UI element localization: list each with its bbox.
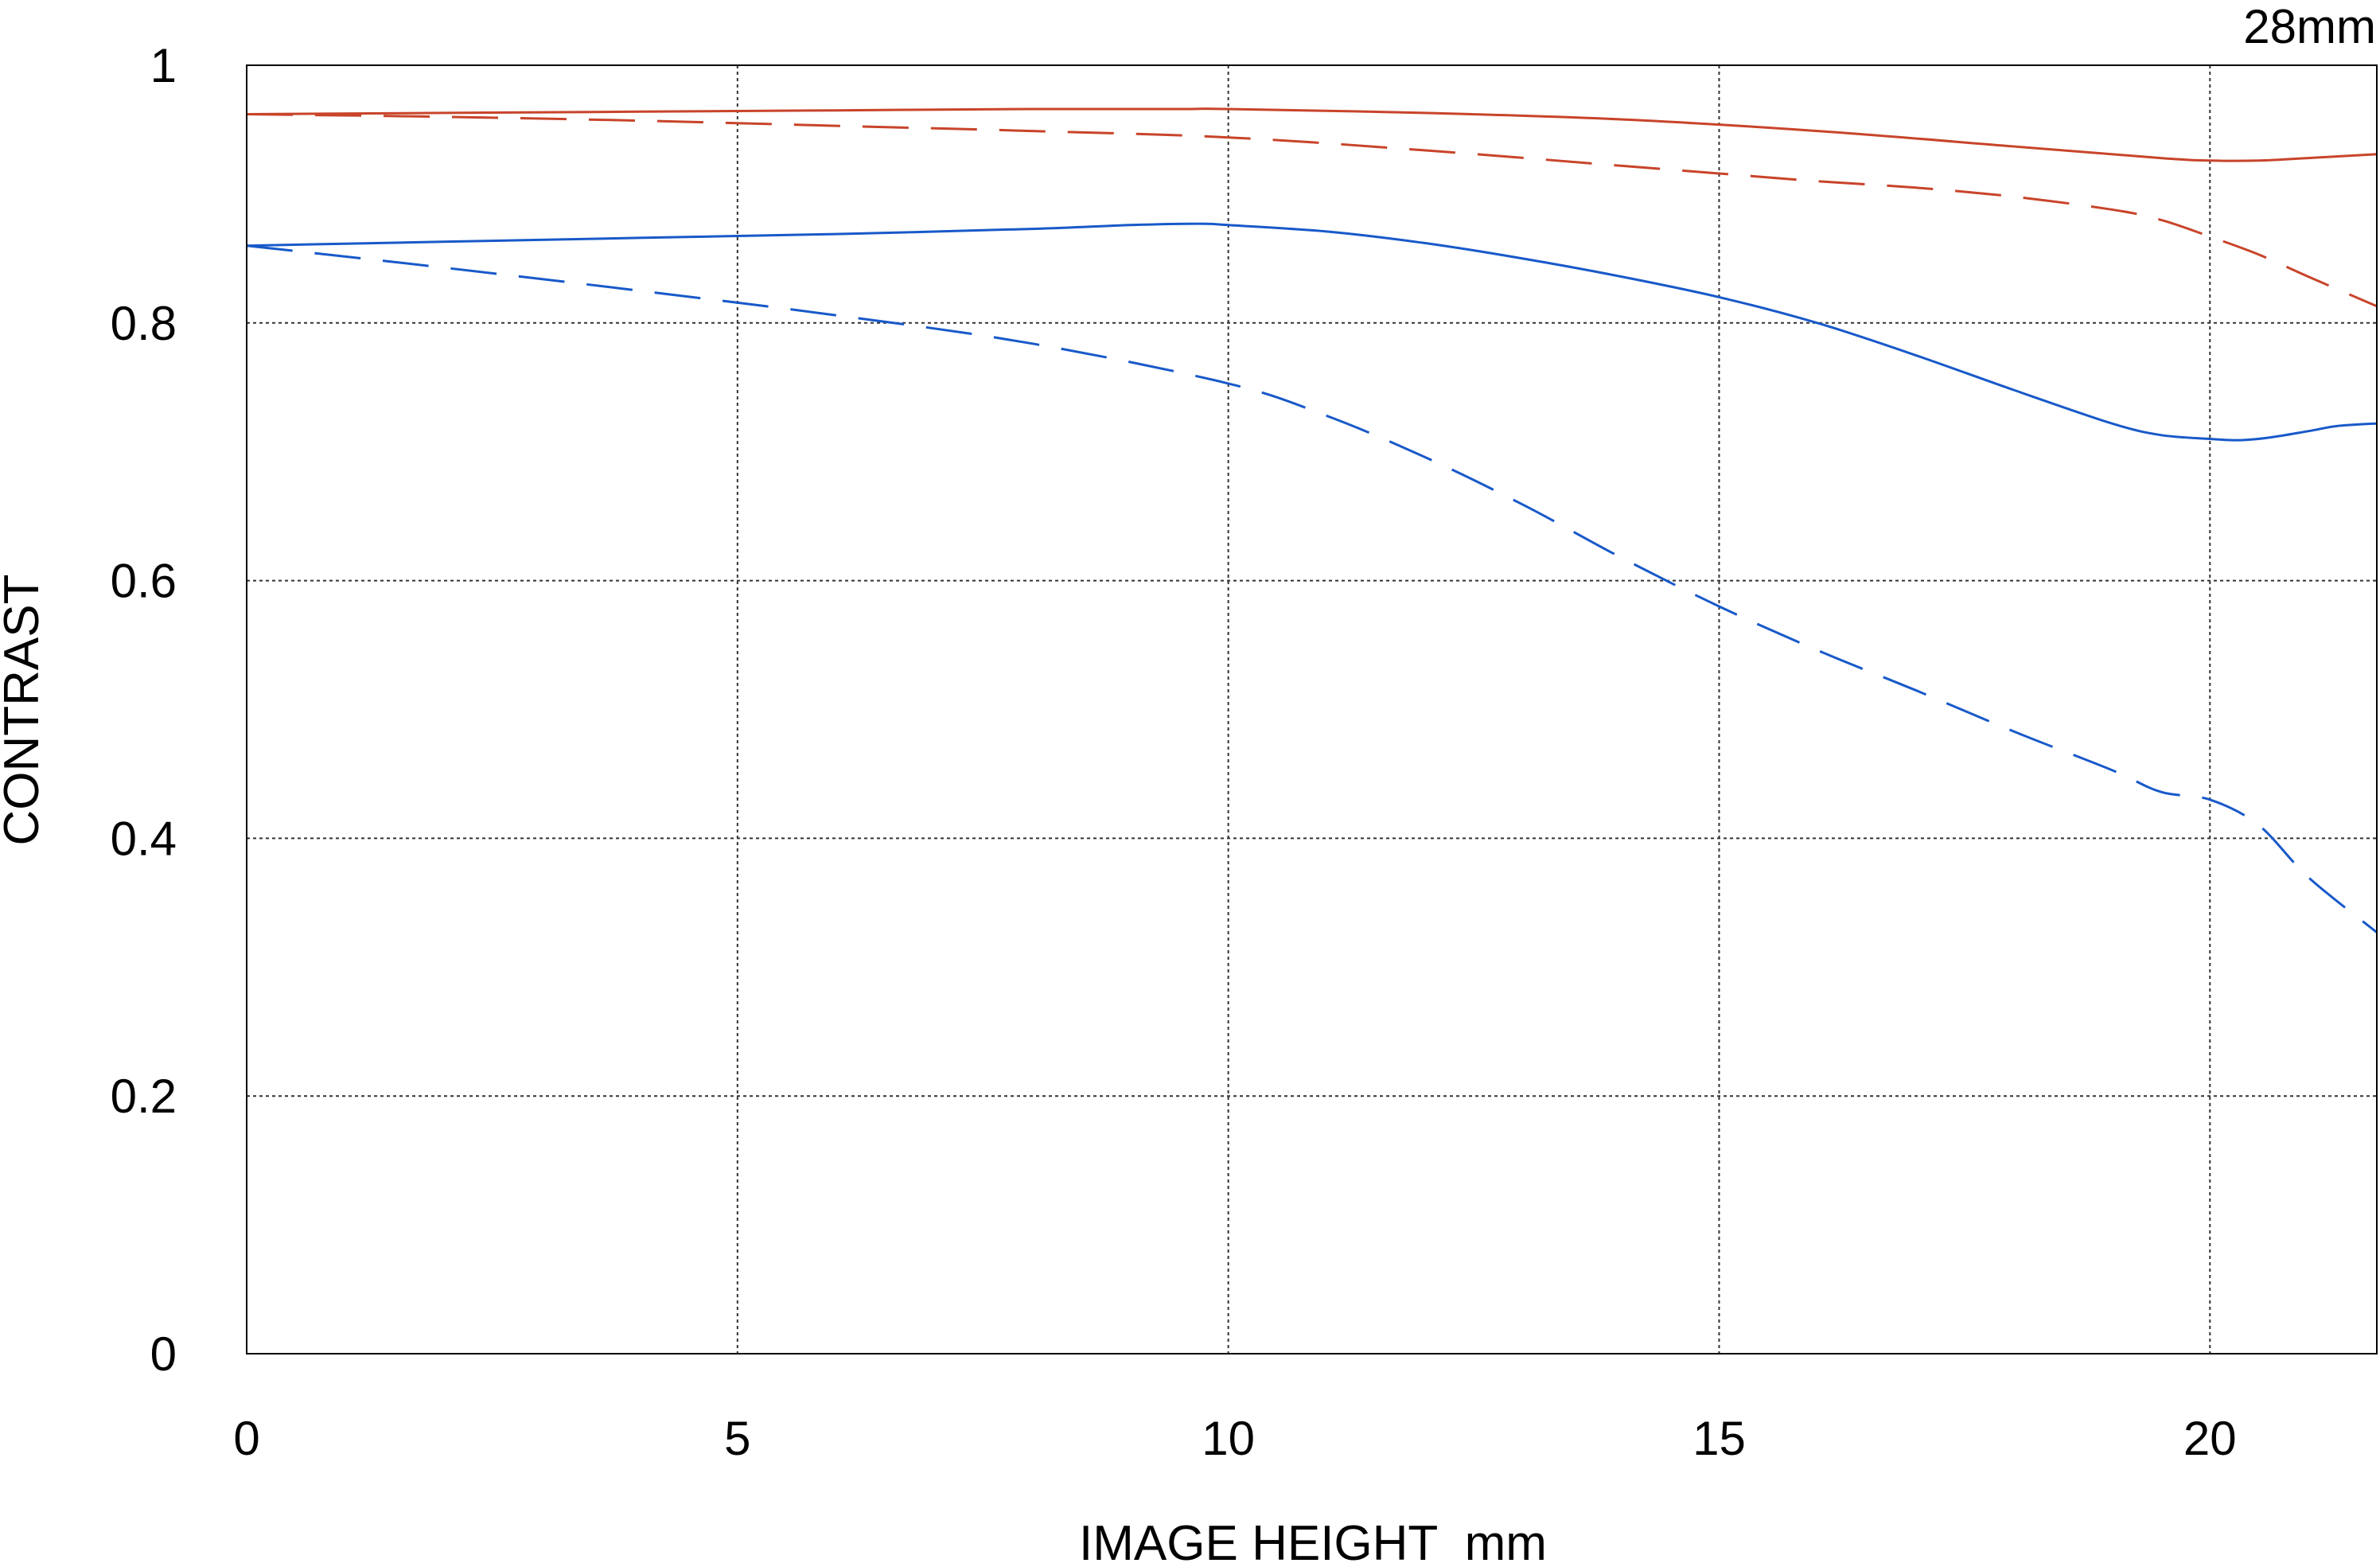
- plot-frame: [246, 64, 2378, 1354]
- x-tick-labels: 0 5 10 15 20: [233, 1412, 2236, 1465]
- y-axis-title: CONTRAST: [0, 575, 49, 846]
- series-1-solid-line: [246, 107, 2378, 162]
- grid-lines: [247, 65, 2377, 1354]
- y-tick-labels: 0 0.2 0.4 0.6 0.8 1: [111, 39, 177, 1381]
- x-tick-label: 5: [724, 1412, 750, 1465]
- y-tick-label: 1: [150, 39, 177, 92]
- x-axis-title: IMAGE HEIGHT mm: [1079, 1516, 1547, 1563]
- y-tick-label: 0.6: [111, 555, 177, 608]
- series-3-solid-line: [246, 222, 2378, 442]
- y-tick-label: 0.2: [111, 1070, 177, 1123]
- y-tick-label: 0: [150, 1327, 177, 1381]
- x-tick-label: 20: [2183, 1412, 2237, 1465]
- focal-length-label: 28mm: [2243, 0, 2376, 53]
- y-tick-label: 0.4: [111, 812, 177, 865]
- y-tick-label: 0.8: [111, 297, 177, 350]
- series-4-dashed-line: [246, 244, 2378, 934]
- x-tick-label: 15: [1692, 1412, 1746, 1465]
- x-tick-label: 10: [1202, 1412, 1255, 1465]
- x-tick-label: 0: [233, 1412, 259, 1465]
- series-2-dashed-line: [246, 113, 2378, 308]
- data-series: [246, 107, 2378, 934]
